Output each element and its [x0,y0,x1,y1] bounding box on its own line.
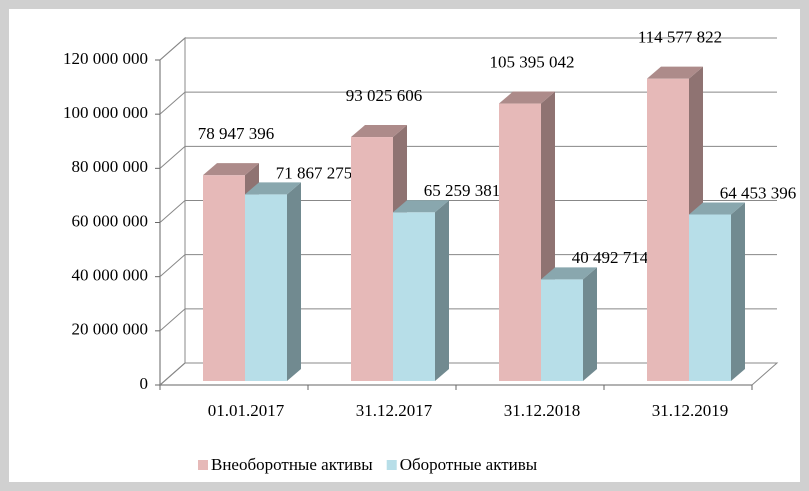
value-label: 105 395 042 [490,52,575,71]
bar-front [647,78,689,382]
bar-front [541,279,583,381]
x-tick-label: 31.12.2017 [356,401,433,420]
y-tick-label: 100 000 000 [63,103,148,122]
bar-side [731,202,745,381]
y-tick-label: 80 000 000 [72,157,149,176]
bar-front [245,194,287,381]
bar-top [393,200,449,213]
grid-line [159,145,777,169]
grid-line [159,254,777,278]
y-tick-label: 20 000 000 [72,320,149,339]
bar-top [499,91,555,104]
bar-top [689,202,745,215]
bar-top [203,163,259,176]
bar [245,182,301,381]
bar [541,267,597,381]
y-tick-label: 60 000 000 [72,211,149,230]
bar-top [351,125,407,138]
value-label: 93 025 606 [346,86,423,105]
grid-line [159,91,777,115]
bar-top [245,182,301,195]
grid-line [159,200,777,223]
y-tick-label: 40 000 000 [72,266,149,285]
value-label: 65 259 381 [424,181,501,200]
value-label: 114 577 822 [638,28,722,47]
bar-top [541,267,597,280]
bar-top [647,66,703,79]
x-tick-label: 01.01.2017 [208,401,285,420]
y-tick-label: 0 [140,374,149,393]
bar-side [583,267,597,381]
bar-front [393,212,435,381]
legend-swatch [198,460,208,470]
bar-front [499,103,541,382]
value-label: 78 947 396 [198,124,275,143]
bar-front [203,175,245,381]
bar-side [435,200,449,381]
value-label: 64 453 396 [720,183,797,202]
x-tick-label: 31.12.2018 [504,401,581,420]
value-label: 40 492 714 [572,248,649,267]
legend-swatch [386,460,397,470]
grid-line [159,37,777,61]
x-tick-label: 31.12.2019 [652,401,729,420]
bar-side [287,182,301,381]
value-label: 71 867 275 [276,163,353,182]
bar [393,200,449,381]
bar-front [351,137,393,381]
y-tick-label: 120 000 000 [63,49,148,68]
legend-label: Внеоборотные активы [211,455,373,474]
legend-label: Оборотные активы [400,455,538,474]
bar-front [689,214,731,381]
bar [689,202,745,381]
